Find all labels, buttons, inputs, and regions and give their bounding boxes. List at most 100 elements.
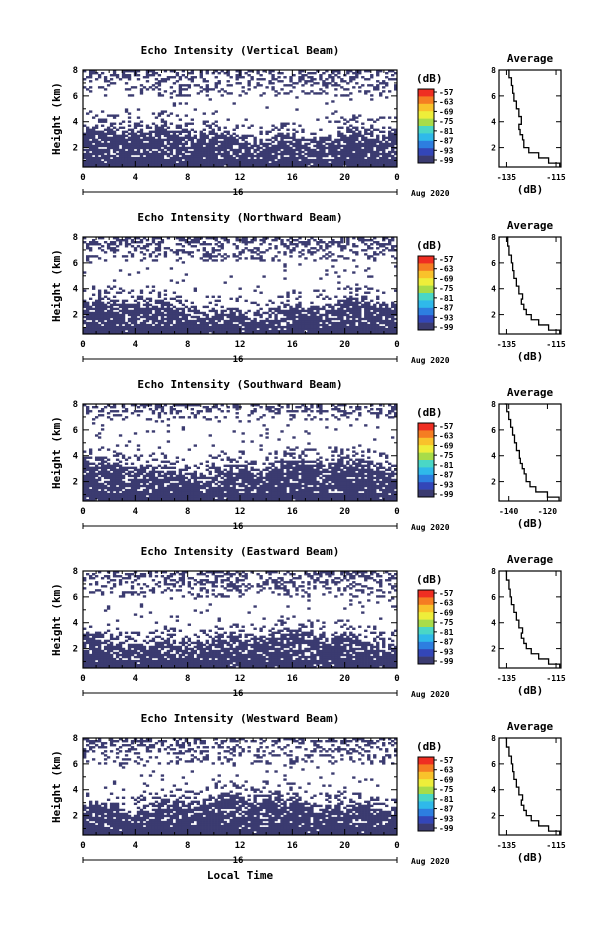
echo-cell [151,144,156,148]
echo-cell [139,84,144,87]
echo-cell [169,86,174,89]
echo-cell [223,130,227,133]
echo-cell [139,454,144,457]
echo-cell [349,118,353,121]
echo-cell [196,480,200,484]
echo-cell [148,496,153,500]
echo-cell [85,76,90,79]
echo-cell [334,164,338,168]
echo-cell [190,309,194,313]
echo-cell [313,162,317,166]
echo-cell [337,329,341,333]
echo-cell [91,152,96,156]
echo-cell [154,78,159,81]
echo-cell [184,239,189,242]
echo-cell [277,311,281,315]
echo-cell [112,285,117,288]
echo-cell [370,154,374,158]
echo-cell [112,404,117,407]
echo-cell [136,410,141,413]
echo-cell [148,132,153,136]
echo-cell [148,146,153,150]
echo-cell [163,464,168,467]
echo-cell [334,329,338,333]
echo-cell [172,142,177,146]
echo-cell [316,323,320,327]
echo-cell [370,126,374,129]
echo-cell [193,237,197,240]
echo-cell [256,247,260,250]
echo-cell [124,245,129,248]
echo-cell [148,470,153,474]
profile-x-tick-label: -115 [546,173,565,182]
echo-cell [241,327,245,331]
echo-cell [142,311,147,315]
echo-cell [97,486,102,490]
echo-cell [208,309,212,313]
echo-cell [349,144,353,148]
echo-cell [196,138,200,142]
echo-cell [109,124,114,127]
echo-cell [226,142,230,146]
echo-cell [370,94,374,97]
colorbar-tick-label: -57 [439,255,454,264]
echo-cell [112,313,117,317]
echo-cell [292,142,296,146]
echo-cell [157,293,162,296]
echo-cell [83,303,87,307]
echo-cell [109,249,114,252]
echo-cell [250,241,254,244]
echo-cell [118,269,123,272]
echo-cell [136,295,141,298]
echo-cell [133,313,138,317]
echo-cell [133,152,138,156]
x-tick-label: 0 [394,173,399,183]
echo-cell [250,331,254,335]
echo-cell [97,132,102,136]
echo-cell [142,156,147,160]
echo-cell [160,494,165,498]
echo-cell [124,444,129,447]
echo-cell [184,150,189,154]
echo-cell [178,92,183,95]
echo-cell [83,164,87,168]
echo-cell [304,74,308,77]
date-label: Aug 2020 [411,189,450,198]
echo-cell [226,146,230,150]
echo-cell [106,142,111,146]
echo-cell [355,126,359,129]
echo-cell [100,460,105,463]
echo-cell [229,142,233,146]
echo-cell [178,480,183,484]
echo-cell [97,317,102,321]
echo-cell [94,72,99,75]
echo-cell [244,239,248,242]
echo-cell [358,309,362,313]
echo-cell [244,331,248,335]
echo-cell [256,303,260,307]
echo-cell [283,142,287,146]
echo-cell [121,474,126,478]
echo-cell [157,319,162,323]
echo-cell [295,152,299,156]
echo-cell [334,146,338,150]
echo-cell [334,323,338,327]
echo-cell [172,462,177,465]
echo-cell [388,154,392,158]
echo-cell [337,164,341,168]
echo-cell [196,237,200,240]
echo-cell [133,410,138,413]
echo-cell [379,327,383,331]
echo-cell [133,307,138,311]
echo-cell [127,70,132,73]
echo-cell [169,267,174,270]
echo-cell [184,325,189,329]
echo-cell [88,255,93,258]
echo-cell [106,486,111,490]
echo-cell [187,484,192,488]
echo-cell [220,247,224,250]
echo-cell [127,484,132,488]
echo-cell [376,289,380,292]
echo-cell [124,498,129,502]
echo-cell [127,74,132,77]
